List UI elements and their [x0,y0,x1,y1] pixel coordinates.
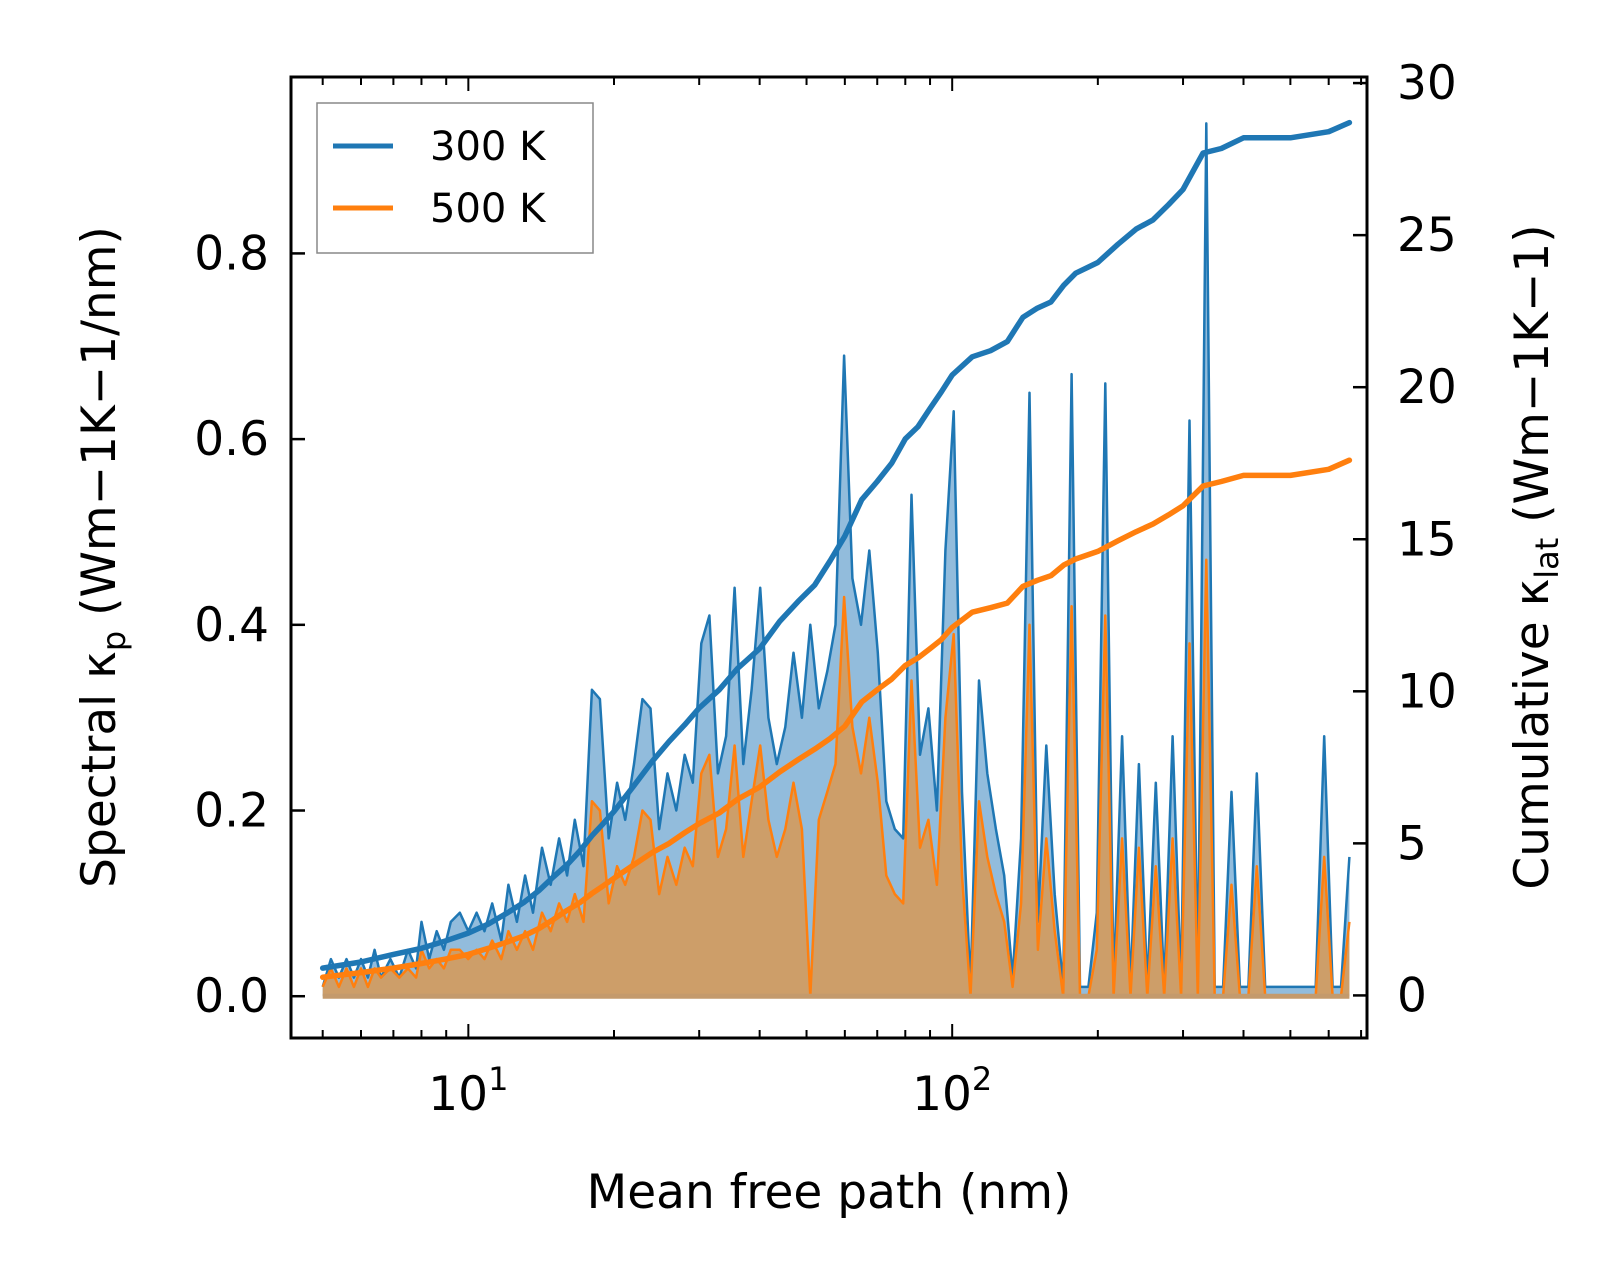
cumulative-line-500k [319,457,1353,980]
legend-box [316,102,594,254]
left-y-tick-label: 0.4 [194,598,269,653]
right-y-tick-label: 20 [1397,360,1457,415]
right-axis-title: Cumulative κlat (Wm−1K−1) [1505,224,1566,889]
x-tick-label: 102 [912,1060,992,1122]
left-y-tick-label: 0.0 [194,969,269,1024]
right-axis-title-main: Cumulative κ [1505,579,1560,890]
right-y-tick-label: 30 [1397,56,1457,111]
x-tick-label-base: 10 [428,1067,488,1122]
x-tick-label-base: 10 [912,1067,972,1122]
x-axis-title: Mean free path (nm) [587,1165,1072,1220]
series-layer [319,119,1353,999]
left-y-tick-label: 0.6 [194,412,269,467]
plot-frame [289,75,1369,1040]
legend: 300 K 500 K [316,102,594,254]
right-axis-title-units: (Wm−1K−1) [1505,224,1560,537]
x-tick-label: 101 [428,1060,508,1122]
right-y-tick-label: 0 [1397,968,1427,1023]
legend-label-300k: 300 K [430,124,547,170]
labels-layer: Mean free path (nm) Spectral κp (Wm−1K−1… [72,224,1566,1220]
left-axis-title-sub: p [95,631,133,651]
axes-layer [289,75,1369,1040]
left-axis-title-main: Spectral κ [72,651,127,888]
right-y-tick-label: 5 [1397,816,1427,871]
right-y-tick-label: 25 [1397,208,1457,263]
right-y-tick-label: 10 [1397,664,1457,719]
left-axis-title-units: (Wm−1K−1/nm) [72,226,127,631]
left-axis-title: Spectral κp (Wm−1K−1/nm) [72,226,133,888]
cumulative-line-300k [319,119,1353,971]
x-tick-label-exponent: 2 [972,1060,992,1098]
right-axis-title-sub: lat [1528,538,1566,579]
spectral-area-500k [322,559,1350,997]
spectral-line-500k [321,558,1351,998]
left-y-tick-label: 0.8 [194,226,269,281]
right-y-tick-label: 15 [1397,512,1457,567]
legend-label-500k: 500 K [430,186,547,232]
left-y-tick-label: 0.2 [194,784,269,839]
x-tick-label-exponent: 1 [488,1060,508,1098]
